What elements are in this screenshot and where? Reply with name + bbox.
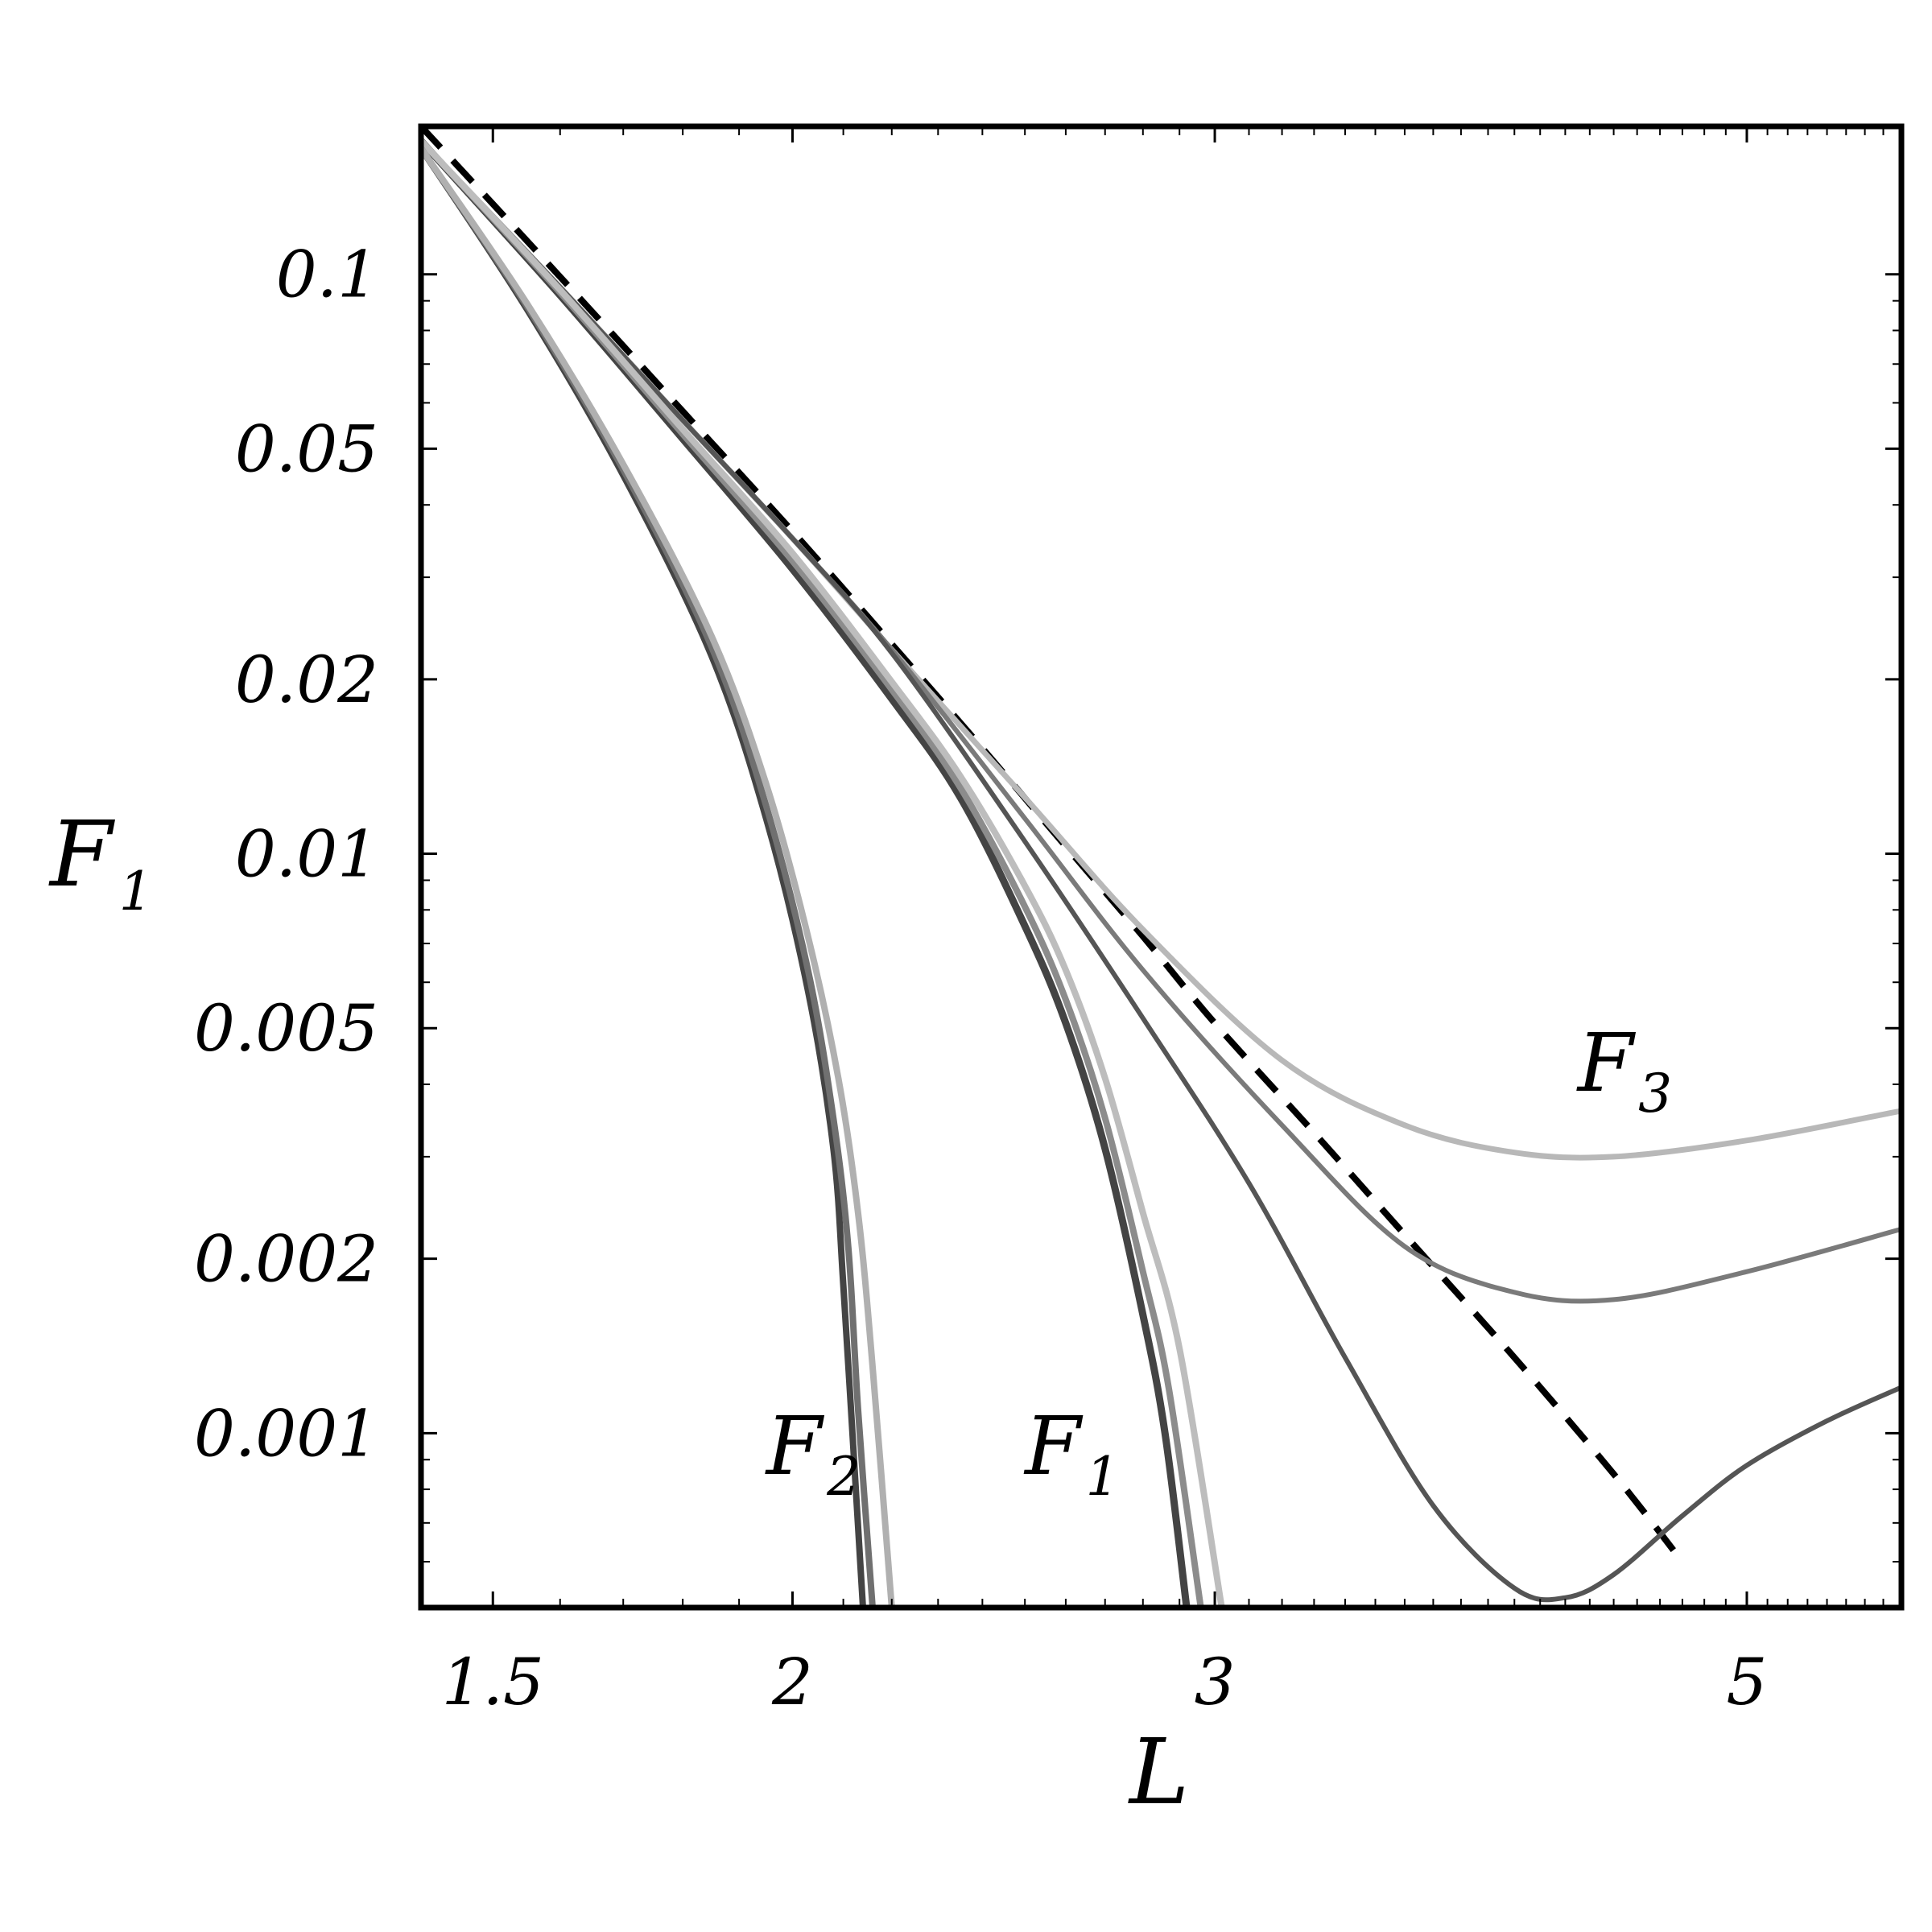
tick-layer — [421, 126, 1901, 1608]
plot-frame — [418, 123, 1905, 1611]
curve-label-F2: F2 — [765, 1399, 861, 1508]
series-line-8 — [421, 147, 866, 1608]
y-tick-label: 0.1 — [276, 237, 378, 312]
y-tick-label: 0.005 — [194, 991, 378, 1066]
y-tick-label: 0.05 — [235, 411, 378, 486]
y-tick-label: 0.02 — [235, 642, 378, 717]
curve-label-F3: F3 — [1576, 1016, 1672, 1125]
x-axis-title: L — [1128, 1720, 1189, 1825]
series-line-2 — [421, 138, 1901, 1161]
x-tick-label: 2 — [771, 1645, 813, 1719]
x-tick-label: 3 — [1195, 1645, 1236, 1719]
y-tick-label: 0.002 — [194, 1222, 378, 1297]
series-line-5 — [421, 138, 1191, 1608]
series-line-4 — [421, 138, 1901, 1603]
series-line-7 — [421, 138, 1225, 1608]
series-layer — [421, 126, 1901, 1608]
series-line-3 — [421, 138, 1901, 1304]
y-tick-label: 0.001 — [194, 1396, 378, 1471]
series-line-6 — [421, 138, 1204, 1608]
series-line-10 — [421, 146, 895, 1608]
x-tick-label: 1.5 — [442, 1645, 544, 1719]
y-tick-label: 0.01 — [235, 817, 378, 892]
x-tick-label: 5 — [1727, 1645, 1768, 1719]
label-layer: 1.5 2 3 5 0.1 0.05 0.02 0.01 0.005 0.002 0.001 F2 F1… — [194, 237, 1767, 1719]
curve-label-F1: F1 — [1023, 1399, 1119, 1508]
